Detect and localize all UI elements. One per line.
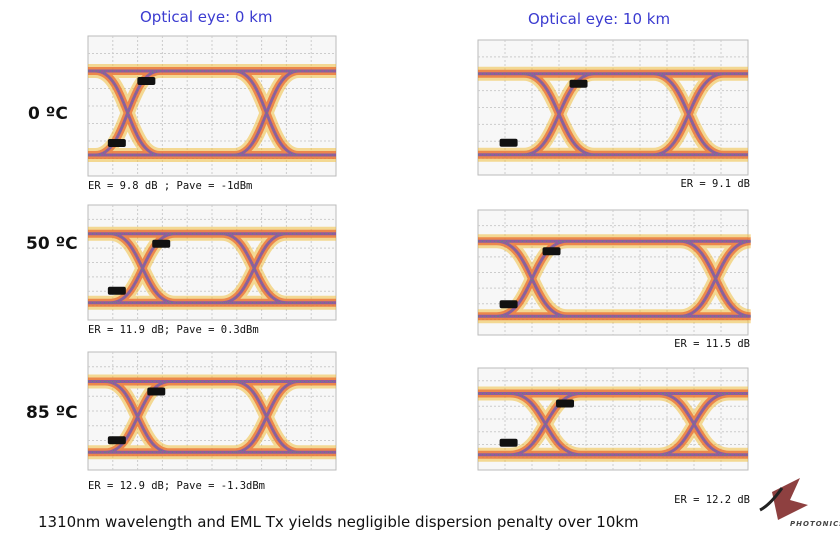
eye-diagram: [478, 40, 748, 175]
caption: ER = 9.1 dB: [680, 178, 750, 190]
logo-mark: [760, 478, 808, 520]
marker-tag: [108, 436, 126, 444]
marker-tag: [556, 400, 574, 408]
marker-tag: [570, 80, 588, 88]
marker-tag: [500, 439, 518, 447]
marker-tag: [500, 300, 518, 308]
eye-diagram: [478, 210, 751, 335]
marker-tag: [500, 139, 518, 147]
marker-tag: [147, 388, 165, 396]
marker-tag: [152, 240, 170, 248]
caption: ER = 12.9 dB; Pave = -1.3dBm: [88, 480, 265, 492]
footer: 1310nm wavelength and EML Tx yields negl…: [38, 513, 639, 531]
eye-diagrams: [88, 36, 751, 470]
row-label: 85 ºC: [26, 403, 78, 423]
slide: Optical eye: 0 km Optical eye: 10 km 0 º…: [0, 0, 840, 541]
row-label: 50 ºC: [26, 234, 78, 254]
eye-diagram: [88, 352, 336, 470]
marker-tag: [108, 287, 126, 295]
caption: ER = 9.8 dB ; Pave = -1dBm: [88, 180, 252, 192]
marker-tag: [137, 77, 155, 85]
eye-diagram: [478, 368, 748, 470]
caption: ER = 11.9 dB; Pave = 0.3dBm: [88, 324, 259, 336]
row-label: 0 ºC: [28, 104, 68, 124]
caption: ER = 11.5 dB: [674, 338, 750, 350]
eye-diagram: [88, 36, 336, 176]
marker-tag: [543, 247, 561, 255]
marker-tag: [108, 139, 126, 147]
caption: ER = 12.2 dB: [674, 494, 750, 506]
eye-diagram: [88, 205, 336, 320]
column-title: Optical eye: 10 km: [528, 10, 670, 28]
column-title: Optical eye: 0 km: [140, 8, 273, 26]
logo-text: PHOTONICS: [790, 520, 840, 528]
